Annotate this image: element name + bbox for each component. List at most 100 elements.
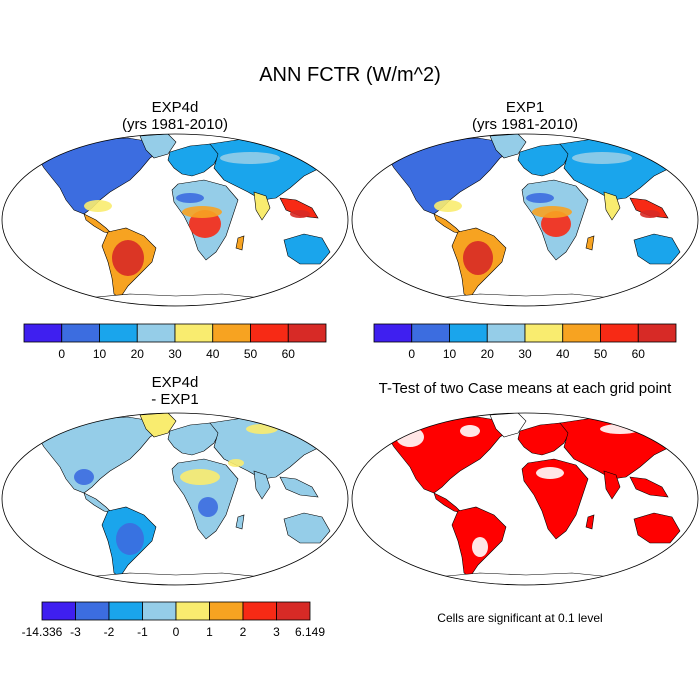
colorbar-swatch bbox=[449, 323, 488, 343]
field-patch bbox=[640, 210, 660, 218]
colorbar-tick-label: 40 bbox=[556, 347, 570, 361]
field-patch bbox=[198, 497, 218, 517]
field-patch bbox=[176, 193, 204, 203]
land-europe bbox=[517, 422, 571, 456]
field-patch bbox=[600, 424, 640, 434]
colorbar-swatch bbox=[600, 323, 639, 343]
panel-title-exp4d-line1: EXP4d bbox=[151, 99, 199, 116]
land-india bbox=[253, 470, 271, 500]
field-patch bbox=[112, 240, 144, 276]
land-camerica bbox=[83, 213, 113, 235]
field-patch bbox=[228, 459, 244, 467]
colorbar-tick-label: 10 bbox=[443, 347, 457, 361]
panel-title-ttest-line1: T-Test of two Case means at each grid po… bbox=[378, 380, 672, 397]
colorbar-swatch bbox=[287, 323, 327, 343]
field-patch bbox=[290, 210, 310, 218]
land-seasia bbox=[279, 476, 319, 498]
land-madagascar bbox=[235, 514, 245, 530]
field-patch bbox=[536, 467, 564, 479]
colorbar-tick-label: 60 bbox=[632, 347, 646, 361]
panel-title-exp4d-line2: (yrs 1981-2010) bbox=[122, 116, 228, 133]
land-india bbox=[603, 470, 621, 500]
land-greenland bbox=[139, 134, 177, 159]
colorbar-tick-label: 30 bbox=[518, 347, 532, 361]
colorbar-swatch bbox=[411, 323, 450, 343]
colorbar-tick-label: 0 bbox=[58, 347, 65, 361]
field-patch bbox=[182, 206, 222, 218]
map-frame bbox=[351, 412, 699, 586]
panel-title-diff-line1: EXP4d bbox=[151, 374, 199, 391]
colorbar-swatch bbox=[637, 323, 677, 343]
land-australia bbox=[283, 233, 331, 265]
colorbar-tick-label: -1 bbox=[137, 625, 148, 639]
colorbar-swatch bbox=[61, 323, 100, 343]
land-australia bbox=[633, 512, 681, 544]
colorbar-swatch bbox=[562, 323, 601, 343]
figure-title: ANN FCTR (W/m^2) bbox=[259, 64, 441, 86]
map-exp1 bbox=[351, 133, 699, 307]
colorbar-swatch bbox=[524, 323, 564, 343]
land-australia bbox=[633, 233, 681, 265]
land-australia bbox=[283, 512, 331, 544]
land-greenland bbox=[139, 413, 177, 438]
colorbar-tick-label: -3 bbox=[70, 625, 81, 639]
colorbar-swatch bbox=[23, 323, 63, 343]
field-patch bbox=[74, 469, 94, 485]
land-antarctica bbox=[435, 572, 613, 585]
land-madagascar bbox=[585, 514, 595, 530]
land-antarctica bbox=[85, 572, 263, 585]
colorbar-swatch bbox=[276, 601, 311, 621]
colorbar-tick-label: 3 bbox=[273, 625, 280, 639]
colorbar-tick-label: 10 bbox=[93, 347, 107, 361]
field-patch bbox=[434, 200, 462, 212]
colorbar-swatch bbox=[75, 601, 110, 621]
colorbar-swatch bbox=[212, 323, 251, 343]
land-greenland bbox=[489, 413, 527, 438]
panel-title-exp1: EXP1 (yrs 1981-2010) bbox=[375, 99, 675, 133]
land-madagascar bbox=[235, 235, 245, 251]
colorbar-tick-label: 1 bbox=[206, 625, 213, 639]
colorbar-swatch bbox=[136, 323, 176, 343]
colorbar-swatch bbox=[99, 323, 138, 343]
field-patch bbox=[116, 523, 144, 555]
colorbar-swatch bbox=[41, 601, 76, 621]
colorbar-exp1: 0 10 20 30 40 50 60 bbox=[373, 323, 677, 361]
colorbar-tick-label: 30 bbox=[168, 347, 182, 361]
colorbar-tick-label: -2 bbox=[104, 625, 115, 639]
land-europe bbox=[517, 143, 571, 177]
colorbar-tick-label: 20 bbox=[131, 347, 145, 361]
colorbar-swatch bbox=[242, 601, 277, 621]
land-antarctica bbox=[85, 293, 263, 306]
colorbar-tick-label: 6.149 bbox=[295, 625, 325, 639]
colorbar-tick-label: 20 bbox=[481, 347, 495, 361]
colorbar-tick-label: 2 bbox=[240, 625, 247, 639]
colorbar-swatch bbox=[250, 323, 289, 343]
land-camerica bbox=[433, 213, 463, 235]
colorbar-tick-label: 50 bbox=[244, 347, 258, 361]
colorbar-swatch bbox=[175, 601, 210, 621]
panel-title-exp4d: EXP4d (yrs 1981-2010) bbox=[25, 99, 325, 133]
land-europe bbox=[167, 422, 221, 456]
map-frame bbox=[1, 133, 349, 307]
colorbar-swatch bbox=[108, 601, 143, 621]
panel-title-ttest: T-Test of two Case means at each grid po… bbox=[345, 380, 700, 397]
land-camerica bbox=[433, 492, 463, 514]
colorbar-exp4d: 0 10 20 30 40 50 60 bbox=[23, 323, 327, 361]
land-camerica bbox=[83, 492, 113, 514]
colorbar-swatch bbox=[209, 601, 244, 621]
land-madagascar bbox=[585, 235, 595, 251]
map-frame bbox=[1, 412, 349, 586]
map-ttest bbox=[351, 412, 699, 586]
field-patch bbox=[472, 537, 488, 557]
panel-title-exp1-line2: (yrs 1981-2010) bbox=[472, 116, 578, 133]
field-patch bbox=[180, 469, 220, 485]
field-patch bbox=[572, 152, 632, 164]
colorbar-swatch bbox=[142, 601, 177, 621]
colorbar-tick-label: 50 bbox=[594, 347, 608, 361]
land-europe bbox=[167, 143, 221, 177]
land-antarctica bbox=[435, 293, 613, 306]
colorbar-diff: -14.336 -3 -2 -1 0 1 2 3 6.149 bbox=[22, 601, 325, 639]
map-diff bbox=[1, 412, 349, 586]
colorbar-swatch bbox=[486, 323, 526, 343]
land-greenland bbox=[489, 134, 527, 159]
